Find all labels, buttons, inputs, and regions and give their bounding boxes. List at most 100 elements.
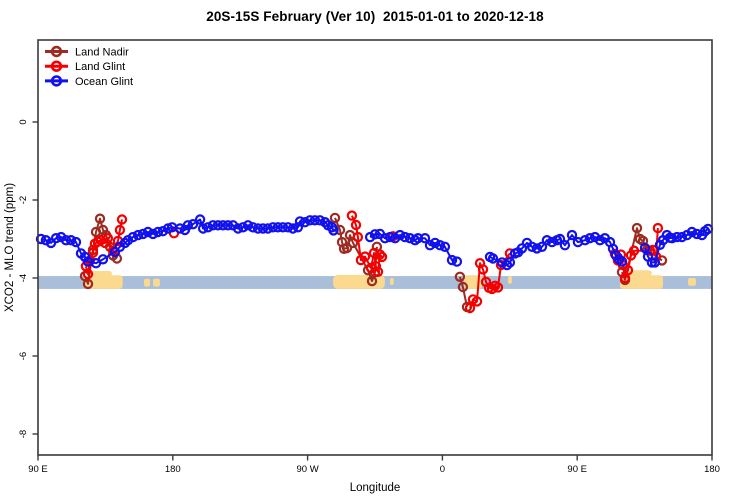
data-point xyxy=(376,251,388,263)
plot-box xyxy=(37,39,713,456)
data-point xyxy=(142,226,154,238)
data-point xyxy=(628,245,640,256)
x-tick-label: 0 xyxy=(440,464,445,475)
data-point xyxy=(237,222,249,233)
data-point xyxy=(516,243,528,254)
data-point xyxy=(182,220,194,231)
x-tick-label: 90 E xyxy=(28,464,48,475)
data-point xyxy=(202,222,214,233)
data-point xyxy=(147,228,159,240)
data-point xyxy=(372,266,384,277)
data-point xyxy=(102,232,114,244)
series-ocean-glint xyxy=(35,214,714,271)
data-point xyxy=(454,271,466,282)
data-point xyxy=(439,241,451,252)
data-point xyxy=(272,222,284,233)
data-point xyxy=(217,220,229,231)
data-point xyxy=(262,223,274,234)
land-patch xyxy=(153,278,160,287)
legend-marker-circle xyxy=(50,45,63,58)
legend: Land Nadir Land Glint Ocean Glint xyxy=(45,45,133,88)
data-point xyxy=(35,233,47,245)
data-point xyxy=(277,222,289,233)
y-axis: 0 -2 -4 -6 -8 XCO2 - MLO trend (ppm) xyxy=(4,119,38,438)
land-patch xyxy=(508,276,512,284)
data-point xyxy=(471,296,483,307)
y-axis-title: XCO2 - MLO trend (ppm) xyxy=(4,183,16,312)
y-tick-label: -8 xyxy=(18,430,29,438)
data-point xyxy=(631,222,643,234)
data-point xyxy=(579,234,591,246)
data-point xyxy=(616,256,628,267)
data-point xyxy=(369,229,381,240)
land-patch xyxy=(83,275,123,289)
y-tick-label: -4 xyxy=(18,274,29,282)
data-point xyxy=(257,223,269,234)
data-point xyxy=(429,237,441,249)
data-point xyxy=(94,213,106,224)
data-point xyxy=(157,225,169,237)
data-point xyxy=(536,241,548,252)
data-point xyxy=(531,243,543,254)
data-point xyxy=(584,232,596,244)
data-point xyxy=(419,232,431,244)
data-point xyxy=(464,302,476,314)
data-point xyxy=(676,231,688,243)
data-point xyxy=(309,215,321,226)
data-point xyxy=(346,210,358,221)
data-point xyxy=(132,229,144,241)
data-point xyxy=(541,234,553,246)
data-point xyxy=(622,265,634,276)
data-point xyxy=(492,282,504,293)
data-point xyxy=(97,254,109,265)
series-land-glint xyxy=(80,210,664,314)
x-tick-label: 180 xyxy=(704,464,720,475)
data-point xyxy=(304,215,316,226)
legend-marker-circle xyxy=(50,60,63,72)
data-point xyxy=(477,264,489,275)
y-tick-label: -6 xyxy=(18,352,29,360)
data-point xyxy=(434,239,446,251)
land-patch xyxy=(89,270,112,277)
data-point xyxy=(82,278,94,290)
data-point xyxy=(329,212,341,224)
data-point xyxy=(424,239,436,251)
data-point xyxy=(152,226,164,238)
data-point xyxy=(504,257,516,268)
data-point xyxy=(287,223,299,234)
data-point xyxy=(114,224,126,236)
data-point xyxy=(194,214,206,225)
land-patch xyxy=(688,278,696,286)
data-point xyxy=(292,222,304,233)
data-point xyxy=(370,261,382,272)
data-point xyxy=(594,234,606,246)
data-point xyxy=(207,220,219,231)
legend-label: Land Nadir xyxy=(75,47,129,59)
data-point xyxy=(187,218,199,230)
data-point xyxy=(649,257,661,268)
data-point xyxy=(197,223,209,234)
data-point xyxy=(137,228,149,240)
land-patch xyxy=(389,278,394,286)
data-point xyxy=(65,234,77,246)
data-point xyxy=(399,231,411,243)
data-point xyxy=(87,247,99,258)
y-tick-label: 0 xyxy=(18,119,29,124)
data-point xyxy=(446,254,458,266)
x-tick-label: 90 E xyxy=(567,464,587,475)
data-point xyxy=(247,222,259,233)
land-patch xyxy=(627,270,652,277)
x-axis-title: Longitude xyxy=(350,482,401,494)
x-tick-label: 90 W xyxy=(297,464,319,475)
data-point xyxy=(116,214,128,225)
data-point xyxy=(526,241,538,252)
y-tick-label: -2 xyxy=(18,196,29,204)
data-point xyxy=(267,222,279,233)
legend-marker-circle xyxy=(50,75,63,87)
data-point xyxy=(374,249,386,260)
data-point xyxy=(70,236,82,248)
plot-title: 20S-15S February (Ver 10) 2015-01-01 to … xyxy=(206,9,544,24)
legend-label: Land Glint xyxy=(75,61,125,73)
data-point xyxy=(394,229,406,241)
